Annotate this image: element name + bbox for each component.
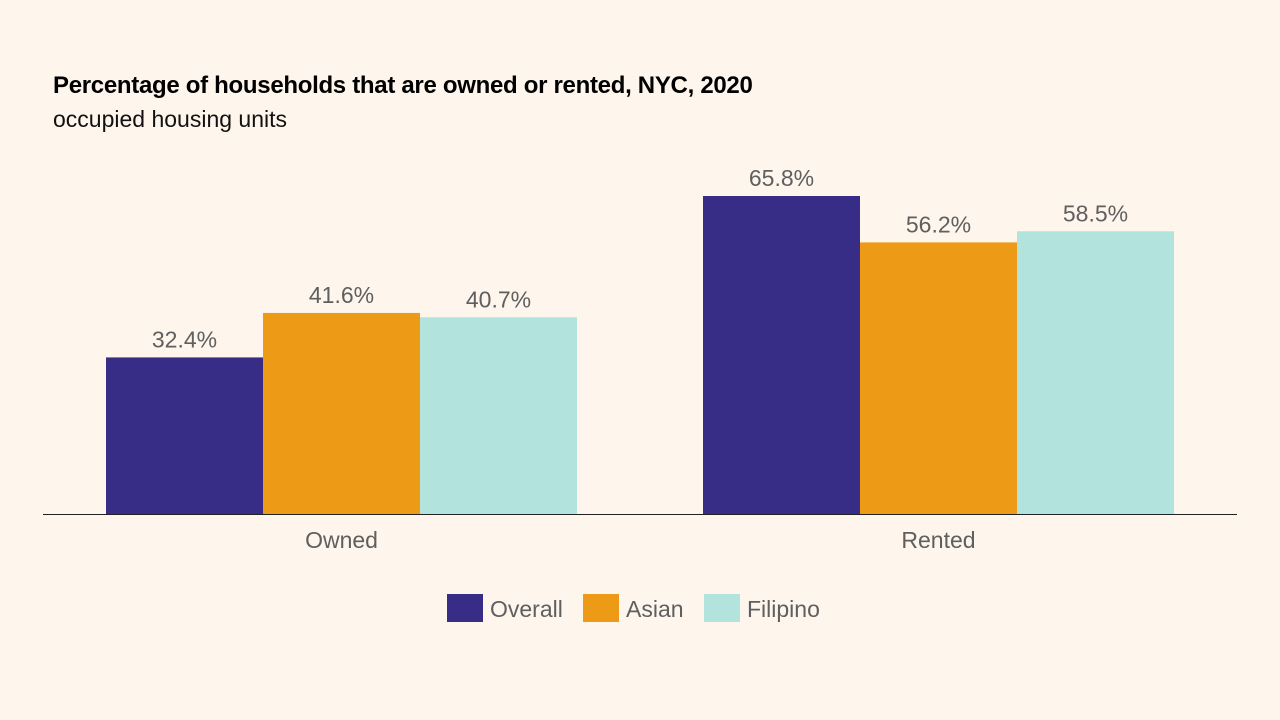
legend-label: Asian (626, 596, 684, 622)
legend-swatch-filipino (704, 594, 740, 622)
legend-swatch-asian (583, 594, 619, 622)
bar-overall-rented (703, 196, 860, 514)
x-tick-label: Owned (305, 527, 378, 553)
chart-subtitle: occupied housing units (53, 106, 287, 132)
data-label: 58.5% (1063, 200, 1128, 226)
data-label: 56.2% (906, 211, 971, 237)
bar-filipino-owned (420, 317, 577, 514)
chart-title: Percentage of households that are owned … (53, 72, 753, 99)
bar-asian-rented (860, 242, 1017, 514)
data-label: 65.8% (749, 165, 814, 191)
data-label: 40.7% (466, 286, 531, 312)
bar-filipino-rented (1017, 231, 1174, 514)
data-label: 32.4% (152, 326, 217, 352)
legend-swatch-overall (447, 594, 483, 622)
data-label: 41.6% (309, 282, 374, 308)
bar-asian-owned (263, 312, 420, 514)
legend-label: Overall (490, 596, 563, 622)
bar-overall-owned (106, 357, 263, 514)
legend-label: Filipino (747, 596, 820, 622)
x-tick-label: Rented (901, 527, 975, 553)
